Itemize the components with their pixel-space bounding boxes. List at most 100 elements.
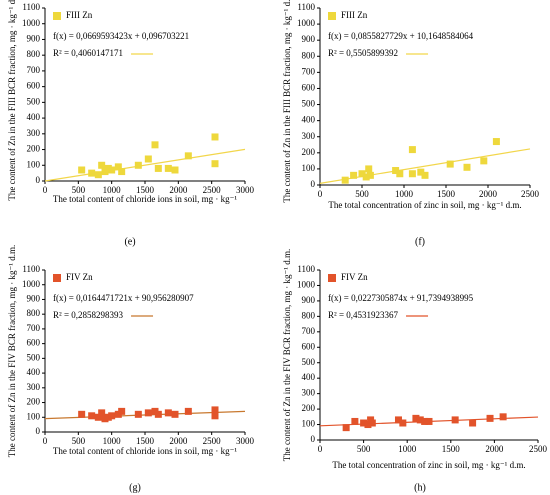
caption: (g) (129, 482, 141, 493)
x-tick-label: 1500 (136, 436, 155, 446)
x-tick-label: 2500 (203, 185, 222, 195)
data-point (171, 410, 179, 418)
data-point (78, 410, 86, 418)
data-point (164, 409, 172, 417)
y-tick-label: 100 (27, 159, 41, 169)
trend-line (44, 148, 246, 182)
caption: (f) (415, 236, 425, 247)
data-point (392, 167, 400, 175)
data-point (154, 410, 162, 418)
y-tick-label: 1000 (22, 279, 41, 289)
data-point (171, 166, 179, 174)
x-tick-label: 500 (357, 444, 371, 454)
y-tick-label: 1100 (22, 264, 40, 274)
data-point (98, 409, 106, 417)
data-point (88, 412, 96, 420)
y-tick-label: 900 (302, 34, 316, 44)
data-point (358, 170, 366, 178)
data-point (211, 160, 219, 168)
y-tick-label: 0 (311, 179, 316, 189)
y-tick-label: 400 (27, 112, 41, 122)
y-tick-label: 800 (27, 49, 41, 59)
data-point (360, 419, 368, 427)
trend-r2: R² = 0,4060147171 (53, 48, 123, 58)
y-axis-label: The content of Zn in the FIII BCR fracti… (282, 0, 292, 203)
y-tick-label: 400 (27, 367, 41, 377)
data-point (364, 421, 372, 429)
y-tick-label: 500 (27, 352, 41, 362)
data-point (417, 168, 425, 176)
y-tick-label: 0 (311, 434, 316, 444)
data-point (451, 416, 459, 424)
data-point (425, 417, 433, 425)
data-point (211, 412, 219, 420)
data-point (412, 414, 420, 422)
y-tick-label: 700 (302, 326, 316, 336)
data-point (421, 417, 429, 425)
legend-marker (328, 12, 336, 20)
y-tick-label: 600 (27, 81, 41, 91)
data-point (368, 419, 376, 427)
data-point (118, 407, 126, 415)
y-tick-label: 1100 (297, 2, 315, 12)
x-tick-label: 0 (43, 185, 48, 195)
x-axis-label: The total concentration of zinc in soil,… (328, 200, 521, 210)
data-point (416, 416, 424, 424)
x-tick-label: 500 (72, 436, 86, 446)
x-tick-label: 1000 (103, 436, 122, 446)
y-tick-label: 100 (302, 419, 316, 429)
data-point (144, 409, 152, 417)
data-point (342, 424, 350, 432)
y-tick-label: 700 (27, 323, 41, 333)
y-tick-label: 800 (302, 310, 316, 320)
y-tick-label: 600 (27, 338, 41, 348)
y-tick-label: 1100 (297, 264, 315, 274)
y-tick-label: 1000 (297, 18, 316, 28)
x-tick-label: 1500 (437, 189, 456, 199)
y-tick-label: 1000 (22, 18, 41, 28)
data-point (486, 414, 494, 422)
x-tick-label: 500 (355, 189, 369, 199)
y-tick-label: 800 (27, 308, 41, 318)
y-tick-label: 0 (36, 426, 41, 436)
y-tick-label: 700 (302, 66, 316, 76)
y-tick-label: 500 (27, 96, 41, 106)
data-point (469, 419, 477, 427)
data-point (394, 416, 402, 424)
data-point (446, 160, 454, 168)
y-tick-label: 500 (302, 99, 316, 109)
y-tick-label: 300 (302, 388, 316, 398)
y-tick-label: 0 (36, 175, 41, 185)
x-tick-label: 2000 (169, 436, 188, 446)
y-tick-label: 500 (302, 357, 316, 367)
trend-equation: f(x) = 0,0855827729x + 10,1648584064 (328, 31, 474, 41)
data-point (78, 166, 86, 174)
y-axis-label: The content of Zn in the FIV BCR fractio… (282, 249, 292, 462)
y-tick-label: 400 (302, 115, 316, 125)
y-axis-label: The content of Zn in the FIV BCR fractio… (7, 245, 17, 458)
y-tick-label: 800 (302, 50, 316, 60)
x-tick-label: 2000 (485, 444, 504, 454)
x-tick-label: 0 (318, 444, 323, 454)
data-point (350, 171, 358, 179)
x-tick-label: 500 (72, 185, 86, 195)
data-point (408, 146, 416, 154)
data-point (114, 163, 122, 171)
legend-marker (328, 274, 336, 282)
data-point (151, 141, 159, 149)
trend-equation: f(x) = 0,0227305874x + 91,7394938995 (328, 293, 474, 303)
legend-label: FIII Zn (66, 10, 93, 20)
y-tick-label: 700 (27, 65, 41, 75)
x-axis-label: The total content of chloride ions in so… (53, 446, 237, 456)
data-point (94, 413, 102, 421)
y-tick-label: 600 (302, 341, 316, 351)
y-tick-label: 900 (302, 295, 316, 305)
data-point (366, 171, 374, 179)
y-tick-label: 1000 (297, 280, 316, 290)
data-point (88, 169, 96, 177)
y-tick-label: 600 (302, 83, 316, 93)
data-point (211, 406, 219, 414)
y-tick-label: 300 (27, 382, 41, 392)
legend-label: FIV Zn (341, 272, 368, 282)
